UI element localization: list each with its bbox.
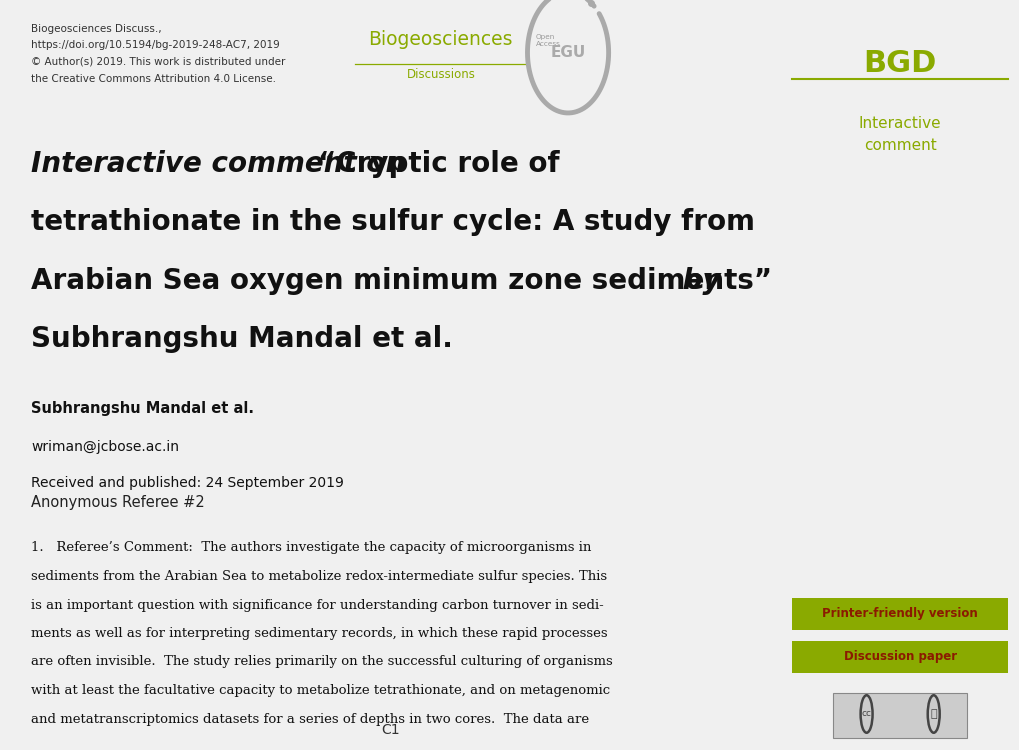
Text: sediments from the Arabian Sea to metabolize redox-intermediate sulfur species. : sediments from the Arabian Sea to metabo… (32, 570, 606, 583)
Text: is an important question with significance for understanding carbon turnover in : is an important question with significan… (32, 598, 603, 611)
Text: BGD: BGD (863, 49, 935, 78)
Text: Printer-friendly version: Printer-friendly version (821, 608, 977, 620)
Text: Biogeosciences Discuss.,: Biogeosciences Discuss., (32, 24, 162, 34)
Text: © Author(s) 2019. This work is distributed under: © Author(s) 2019. This work is distribut… (32, 57, 285, 67)
Text: EGU: EGU (550, 45, 585, 60)
Text: Biogeosciences: Biogeosciences (368, 30, 513, 49)
Text: “Cryptic role of: “Cryptic role of (318, 150, 559, 178)
Text: Anonymous Referee #2: Anonymous Referee #2 (32, 495, 205, 510)
Text: Interactive
comment: Interactive comment (858, 116, 941, 154)
Text: Open
Access: Open Access (536, 34, 560, 46)
Text: ⓘ: ⓘ (929, 709, 936, 719)
Text: tetrathionate in the sulfur cycle: A study from: tetrathionate in the sulfur cycle: A stu… (32, 209, 754, 236)
Text: Subhrangshu Mandal et al.: Subhrangshu Mandal et al. (32, 401, 254, 416)
Text: and metatranscriptomics datasets for a series of depths in two cores.  The data : and metatranscriptomics datasets for a s… (32, 712, 589, 725)
Text: Arabian Sea oxygen minimum zone sediments”: Arabian Sea oxygen minimum zone sediment… (32, 267, 771, 295)
Text: are often invisible.  The study relies primarily on the successful culturing of : are often invisible. The study relies pr… (32, 656, 612, 668)
FancyBboxPatch shape (792, 598, 1007, 630)
Text: cc: cc (861, 710, 871, 718)
Text: Subhrangshu Mandal et al.: Subhrangshu Mandal et al. (32, 326, 452, 353)
Text: wriman@jcbose.ac.in: wriman@jcbose.ac.in (32, 440, 179, 454)
FancyBboxPatch shape (833, 693, 966, 738)
Text: Interactive comment on: Interactive comment on (32, 150, 415, 178)
Text: Discussions: Discussions (406, 68, 475, 80)
Text: https://doi.org/10.5194/bg-2019-248-AC7, 2019: https://doi.org/10.5194/bg-2019-248-AC7,… (32, 40, 279, 50)
FancyBboxPatch shape (792, 640, 1007, 673)
Text: Received and published: 24 September 2019: Received and published: 24 September 201… (32, 476, 343, 490)
Text: with at least the facultative capacity to metabolize tetrathionate, and on metag: with at least the facultative capacity t… (32, 684, 609, 697)
Text: the Creative Commons Attribution 4.0 License.: the Creative Commons Attribution 4.0 Lic… (32, 74, 276, 83)
Text: 1.   Referee’s Comment:  The authors investigate the capacity of microorganisms : 1. Referee’s Comment: The authors invest… (32, 542, 591, 554)
Text: C1: C1 (380, 722, 399, 736)
Text: by: by (672, 267, 719, 295)
Text: ments as well as for interpreting sedimentary records, in which these rapid proc: ments as well as for interpreting sedime… (32, 627, 607, 640)
Text: Discussion paper: Discussion paper (843, 650, 956, 663)
